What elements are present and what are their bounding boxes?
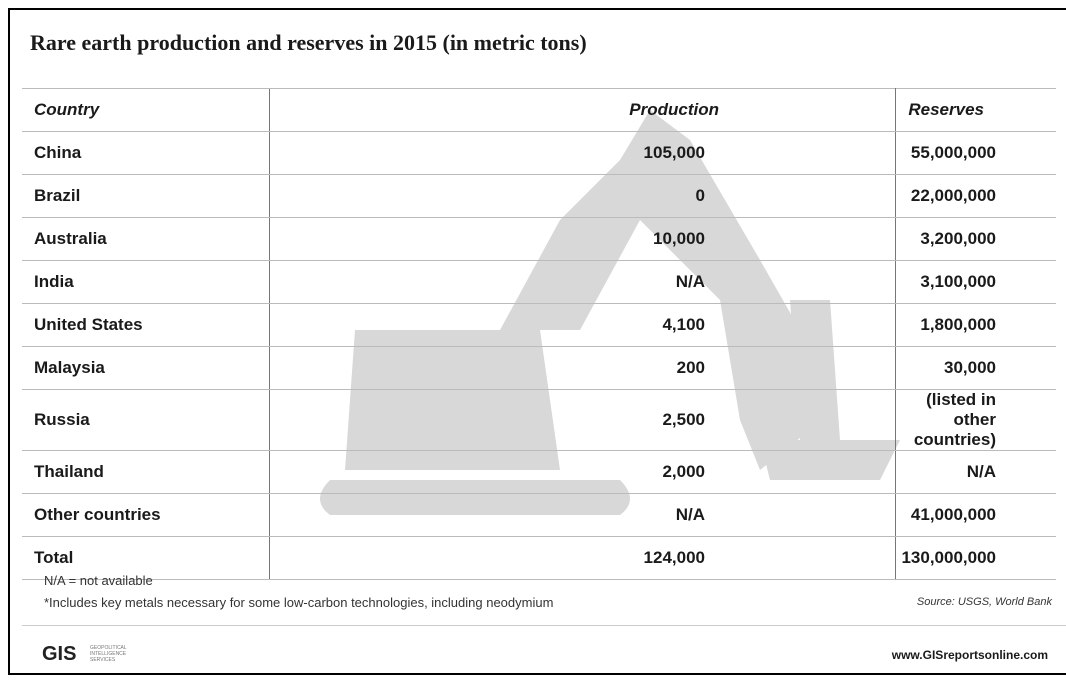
table-cell: 55,000,000 <box>895 131 1056 175</box>
table-cell: 124,000 <box>269 536 896 580</box>
header-row: Country Production Reserves <box>22 88 1056 132</box>
table-cell: 130,000,000 <box>895 536 1056 580</box>
note: N/A = not available <box>44 573 153 588</box>
table-cell: 105,000 <box>269 131 896 175</box>
table-cell: 1,800,000 <box>895 303 1056 347</box>
table-cell: 2,000 <box>269 450 896 494</box>
table-row: India N/A 3,100,000 <box>22 260 1056 304</box>
table-cell: China <box>22 131 270 175</box>
table-cell: 3,200,000 <box>895 217 1056 261</box>
source: Source: USGS, World Bank <box>916 596 1052 608</box>
table-body: China 105,000 55,000,000 Brazil 0 22,000,000 A… <box>22 131 1056 580</box>
table-row: China 105,000 55,000,000 <box>22 131 1056 175</box>
title: Rare earth production and reserves in 20… <box>30 30 587 55</box>
note: *Includes key metals necessary for some … <box>44 595 554 610</box>
table-cell: 2,500 <box>269 389 896 451</box>
logo-subtitle: GEOPOLITICAL INTELLIGENCE SERVICES <box>90 645 127 663</box>
table-row: Russia 2,500 (listed in other countries) <box>22 389 1056 451</box>
table-cell: 0 <box>269 174 896 218</box>
table-row: United States 4,100 1,800,000 <box>22 303 1056 347</box>
table-cell: (listed in other countries) <box>895 389 1056 451</box>
table-cell: 22,000,000 <box>895 174 1056 218</box>
table-cell: Other countries <box>22 493 270 537</box>
table-cell: Australia <box>22 217 270 261</box>
column-header: Country <box>22 88 270 132</box>
table-cell: Russia <box>22 389 270 451</box>
table-cell: Total <box>22 536 270 580</box>
divider <box>22 625 1066 626</box>
table-cell: 30,000 <box>895 346 1056 390</box>
url: www.GISreportsonline.com <box>891 648 1048 662</box>
table-cell: 10,000 <box>269 217 896 261</box>
table-row: Brazil 0 22,000,000 <box>22 174 1056 218</box>
table-cell: Thailand <box>22 450 270 494</box>
table-cell: United States <box>22 303 270 347</box>
table-row: Total 124,000 130,000,000 <box>22 536 1056 580</box>
table-cell: Malaysia <box>22 346 270 390</box>
table-row: Malaysia 200 30,000 <box>22 346 1056 390</box>
table-cell: N/A <box>895 450 1056 494</box>
table-row: Thailand 2,000 N/A <box>22 450 1056 494</box>
table-cell: India <box>22 260 270 304</box>
data-table: Country Production Reserves China 105,000 55… <box>22 88 1056 580</box>
table-cell: 4,100 <box>269 303 896 347</box>
column-header: Reserves <box>895 88 1056 132</box>
table-cell: 41,000,000 <box>895 493 1056 537</box>
logo: GIS <box>42 643 77 665</box>
table-cell: 3,100,000 <box>895 260 1056 304</box>
table-cell: Brazil <box>22 174 270 218</box>
table-cell: N/A <box>269 493 896 537</box>
table-cell: 200 <box>269 346 896 390</box>
frame <box>8 8 1066 675</box>
table-cell: N/A <box>269 260 896 304</box>
table-row: Other countries N/A 41,000,000 <box>22 493 1056 537</box>
column-header: Production <box>269 88 896 132</box>
table-row: Australia 10,000 3,200,000 <box>22 217 1056 261</box>
